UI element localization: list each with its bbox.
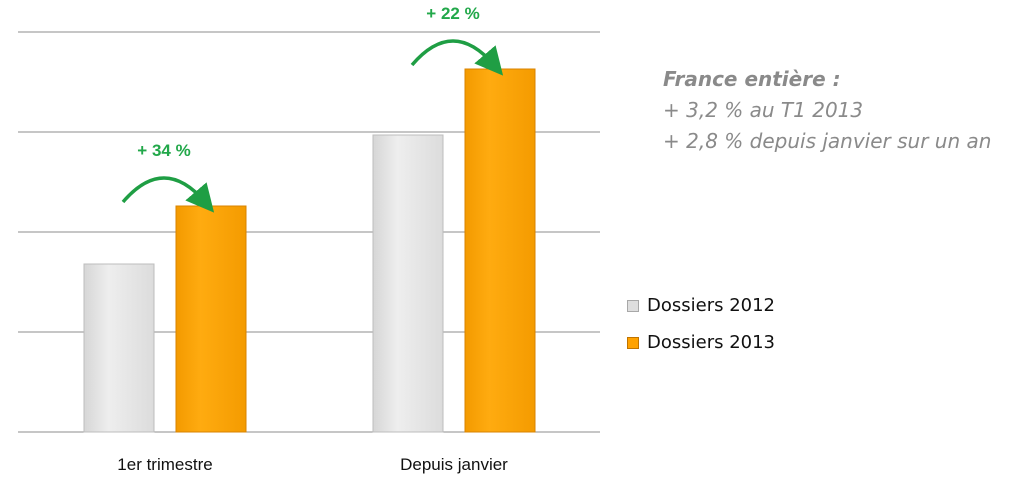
growth-arrows [121, 39, 504, 213]
growth-label: + 34 % [137, 141, 190, 160]
note-line-t1: + 3,2 % au T1 2013 [663, 98, 864, 122]
note-line-year: + 2,8 % depuis janvier sur un an [663, 129, 992, 153]
bar-2012-1 [372, 134, 444, 433]
note-title: France entière : [663, 67, 841, 91]
bar-chart: 1er trimestre Depuis janvier + 34 % + 22 % [18, 4, 600, 474]
bars [83, 68, 536, 433]
growth-arrow [410, 39, 504, 76]
bar-2013-1 [464, 68, 536, 433]
growth-arrow [121, 176, 215, 213]
legend-item-2012: Dossiers 2012 [627, 287, 775, 324]
legend-swatch-2013 [627, 336, 639, 349]
x-tick-label: 1er trimestre [117, 455, 212, 474]
x-tick-label: Depuis janvier [400, 455, 508, 474]
legend-label-2012: Dossiers 2012 [647, 295, 776, 316]
legend-label-2013: Dossiers 2013 [647, 332, 776, 353]
chart-labels: 1er trimestre Depuis janvier + 34 % + 22 % [117, 4, 508, 474]
chart-legend: Dossiers 2012 Dossiers 2013 [627, 287, 775, 361]
legend-swatch-2012 [627, 299, 639, 312]
growth-label: + 22 % [426, 4, 479, 23]
legend-item-2013: Dossiers 2013 [627, 324, 775, 361]
bar-2012-0 [83, 263, 155, 433]
france-note: France entière : + 3,2 % au T1 2013 + 2,… [663, 64, 991, 157]
bar-2013-0 [175, 205, 247, 433]
